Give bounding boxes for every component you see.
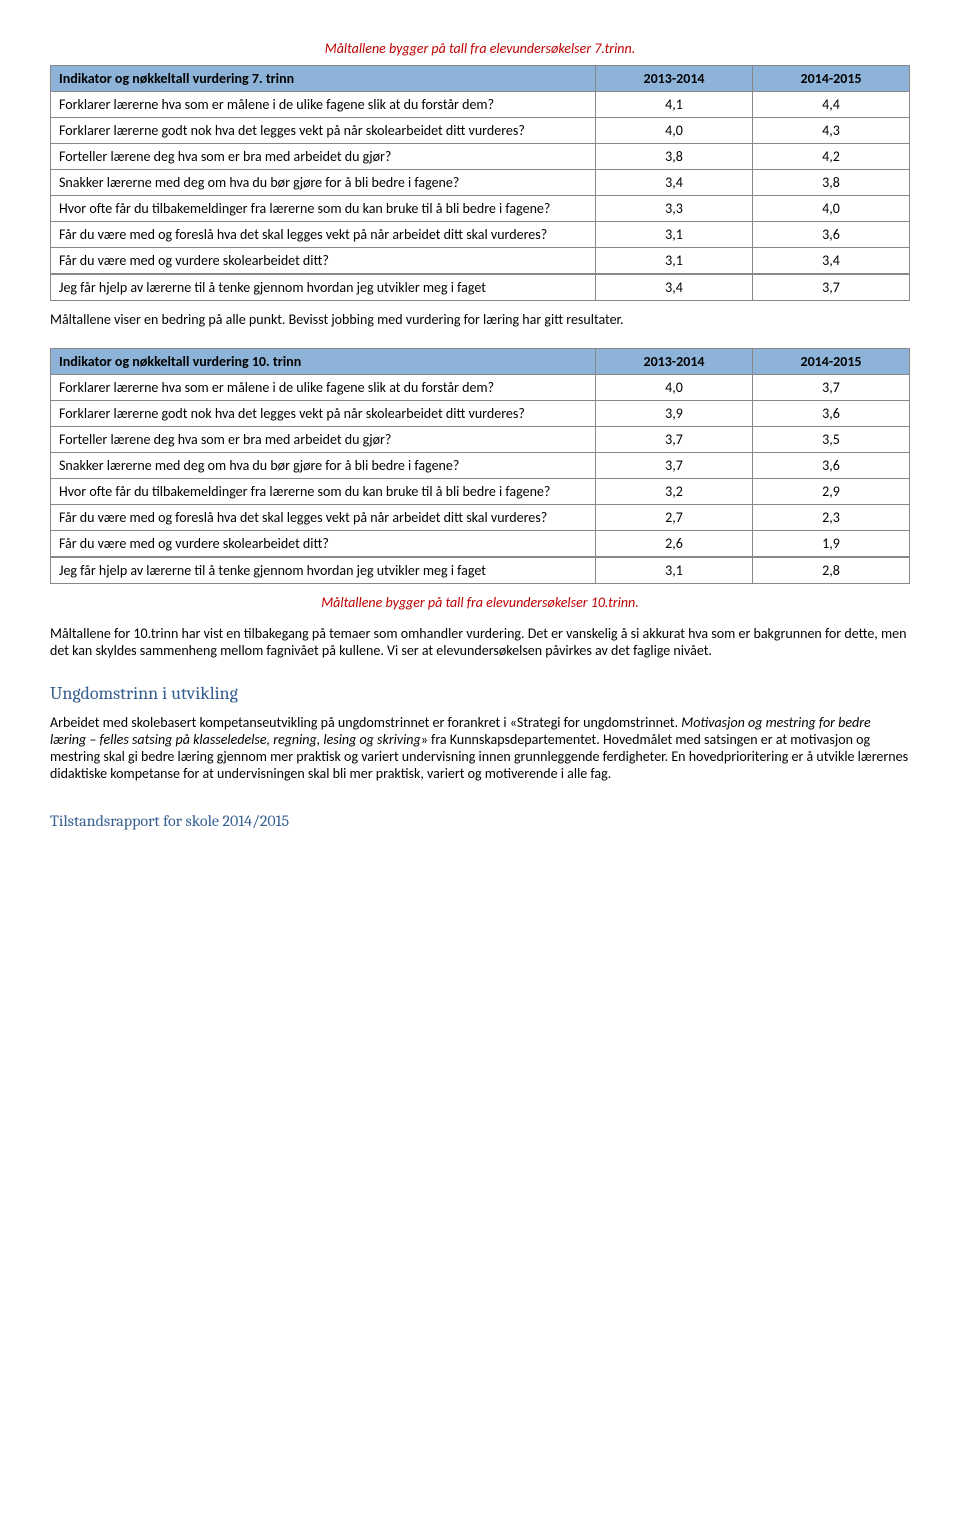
row-val-2: 4,3 (753, 118, 910, 144)
row-label: Jeg får hjelp av lærerne til å tenke gje… (51, 557, 596, 584)
table2-caption: Måltallene bygger på tall fra elevunders… (50, 594, 910, 611)
row-val-1: 3,7 (596, 427, 753, 453)
row-val-1: 4,0 (596, 375, 753, 401)
row-val-1: 3,8 (596, 144, 753, 170)
row-label: Forklarer lærerne godt nok hva det legge… (51, 118, 596, 144)
row-val-2: 4,0 (753, 196, 910, 222)
row-label: Jeg får hjelp av lærerne til å tenke gje… (51, 274, 596, 301)
paragraph-2: Måltallene for 10.trinn har vist en tilb… (50, 625, 910, 659)
row-val-2: 1,9 (753, 531, 910, 558)
table1-header-y1: 2013-2014 (596, 66, 753, 92)
row-val-2: 3,6 (753, 401, 910, 427)
row-label: Får du være med og vurdere skolearbeidet… (51, 248, 596, 275)
table1-header-label: Indikator og nøkkeltall vurdering 7. tri… (51, 66, 596, 92)
table-row: Forklarer lærerne hva som er målene i de… (51, 375, 910, 401)
row-val-2: 3,7 (753, 375, 910, 401)
row-val-2: 2,8 (753, 557, 910, 584)
table-row: Forteller lærene deg hva som er bra med … (51, 144, 910, 170)
para3-part-a: Arbeidet med skolebasert kompetanseutvik… (50, 714, 681, 731)
table-7trinn: Indikator og nøkkeltall vurdering 7. tri… (50, 65, 910, 301)
row-val-2: 4,2 (753, 144, 910, 170)
row-val-2: 3,7 (753, 274, 910, 301)
table-row: Snakker lærerne med deg om hva du bør gj… (51, 170, 910, 196)
table-row: Snakker lærerne med deg om hva du bør gj… (51, 453, 910, 479)
table-row: Hvor ofte får du tilbakemeldinger fra læ… (51, 479, 910, 505)
row-label: Forteller lærene deg hva som er bra med … (51, 427, 596, 453)
row-val-1: 4,1 (596, 92, 753, 118)
table-row: Får du være med og foreslå hva det skal … (51, 505, 910, 531)
row-label: Får du være med og foreslå hva det skal … (51, 505, 596, 531)
table-row: Forklarer lærerne godt nok hva det legge… (51, 401, 910, 427)
table-row: Forklarer lærerne hva som er målene i de… (51, 92, 910, 118)
row-val-2: 3,6 (753, 453, 910, 479)
table-10trinn: Indikator og nøkkeltall vurdering 10. tr… (50, 348, 910, 584)
row-label: Får du være med og vurdere skolearbeidet… (51, 531, 596, 558)
row-val-1: 3,2 (596, 479, 753, 505)
row-label: Hvor ofte får du tilbakemeldinger fra læ… (51, 196, 596, 222)
table-row: Får du være med og vurdere skolearbeidet… (51, 531, 910, 558)
row-val-1: 3,1 (596, 557, 753, 584)
row-label: Hvor ofte får du tilbakemeldinger fra læ… (51, 479, 596, 505)
row-val-2: 2,3 (753, 505, 910, 531)
row-val-2: 3,8 (753, 170, 910, 196)
table2-header-y2: 2014-2015 (753, 349, 910, 375)
row-val-1: 2,6 (596, 531, 753, 558)
row-val-2: 3,6 (753, 222, 910, 248)
paragraph-3: Arbeidet med skolebasert kompetanseutvik… (50, 714, 910, 782)
row-val-2: 3,5 (753, 427, 910, 453)
table-row: Jeg får hjelp av lærerne til å tenke gje… (51, 274, 910, 301)
row-val-1: 4,0 (596, 118, 753, 144)
table1-header-y2: 2014-2015 (753, 66, 910, 92)
row-val-2: 2,9 (753, 479, 910, 505)
table-row: Forteller lærene deg hva som er bra med … (51, 427, 910, 453)
table-row: Får du være med og vurdere skolearbeidet… (51, 248, 910, 275)
table-row: Jeg får hjelp av lærerne til å tenke gje… (51, 557, 910, 584)
heading-ungdomstrinn: Ungdomstrinn i utvikling (50, 683, 910, 704)
row-label: Snakker lærerne med deg om hva du bør gj… (51, 170, 596, 196)
row-val-1: 3,1 (596, 248, 753, 275)
row-val-1: 3,9 (596, 401, 753, 427)
row-val-1: 3,1 (596, 222, 753, 248)
table1-caption: Måltallene bygger på tall fra elevunders… (50, 40, 910, 57)
row-label: Forklarer lærerne hva som er målene i de… (51, 92, 596, 118)
table-row: Hvor ofte får du tilbakemeldinger fra læ… (51, 196, 910, 222)
paragraph-1: Måltallene viser en bedring på alle punk… (50, 311, 910, 328)
table2-header-y1: 2013-2014 (596, 349, 753, 375)
row-val-2: 3,4 (753, 248, 910, 275)
row-val-1: 3,3 (596, 196, 753, 222)
table2-header-label: Indikator og nøkkeltall vurdering 10. tr… (51, 349, 596, 375)
row-val-1: 2,7 (596, 505, 753, 531)
row-val-1: 3,4 (596, 274, 753, 301)
row-label: Snakker lærerne med deg om hva du bør gj… (51, 453, 596, 479)
footer-title: Tilstandsrapport for skole 2014/2015 (50, 812, 910, 830)
row-label: Forklarer lærerne hva som er målene i de… (51, 375, 596, 401)
row-label: Forklarer lærerne godt nok hva det legge… (51, 401, 596, 427)
row-label: Forteller lærene deg hva som er bra med … (51, 144, 596, 170)
row-val-1: 3,4 (596, 170, 753, 196)
row-label: Får du være med og foreslå hva det skal … (51, 222, 596, 248)
row-val-2: 4,4 (753, 92, 910, 118)
row-val-1: 3,7 (596, 453, 753, 479)
table-row: Forklarer lærerne godt nok hva det legge… (51, 118, 910, 144)
table-row: Får du være med og foreslå hva det skal … (51, 222, 910, 248)
